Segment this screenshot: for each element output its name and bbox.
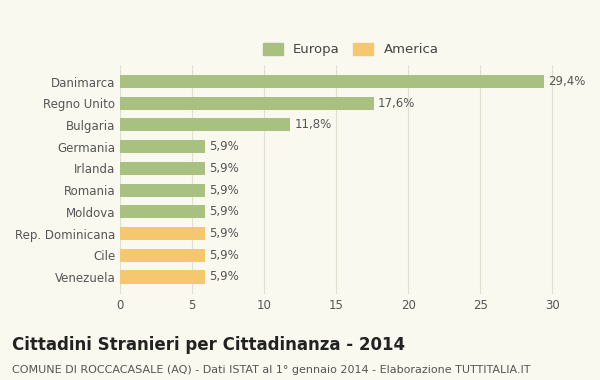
Bar <box>120 97 374 110</box>
Text: 5,9%: 5,9% <box>209 140 239 153</box>
Text: 5,9%: 5,9% <box>209 184 239 196</box>
Text: 5,9%: 5,9% <box>209 162 239 175</box>
Text: Cittadini Stranieri per Cittadinanza - 2014: Cittadini Stranieri per Cittadinanza - 2… <box>12 336 405 354</box>
Bar <box>120 227 205 240</box>
Bar <box>120 162 205 175</box>
Text: 17,6%: 17,6% <box>378 97 415 110</box>
Legend: Europa, America: Europa, America <box>259 39 442 60</box>
Text: 5,9%: 5,9% <box>209 205 239 218</box>
Text: 5,9%: 5,9% <box>209 227 239 240</box>
Bar <box>120 140 205 153</box>
Text: 29,4%: 29,4% <box>548 75 585 88</box>
Bar <box>120 75 544 88</box>
Bar <box>120 119 290 131</box>
Text: COMUNE DI ROCCACASALE (AQ) - Dati ISTAT al 1° gennaio 2014 - Elaborazione TUTTIT: COMUNE DI ROCCACASALE (AQ) - Dati ISTAT … <box>12 365 530 375</box>
Bar <box>120 249 205 262</box>
Text: 5,9%: 5,9% <box>209 249 239 262</box>
Text: 11,8%: 11,8% <box>295 119 332 131</box>
Text: 5,9%: 5,9% <box>209 271 239 283</box>
Bar <box>120 271 205 283</box>
Bar <box>120 184 205 196</box>
Bar <box>120 205 205 218</box>
